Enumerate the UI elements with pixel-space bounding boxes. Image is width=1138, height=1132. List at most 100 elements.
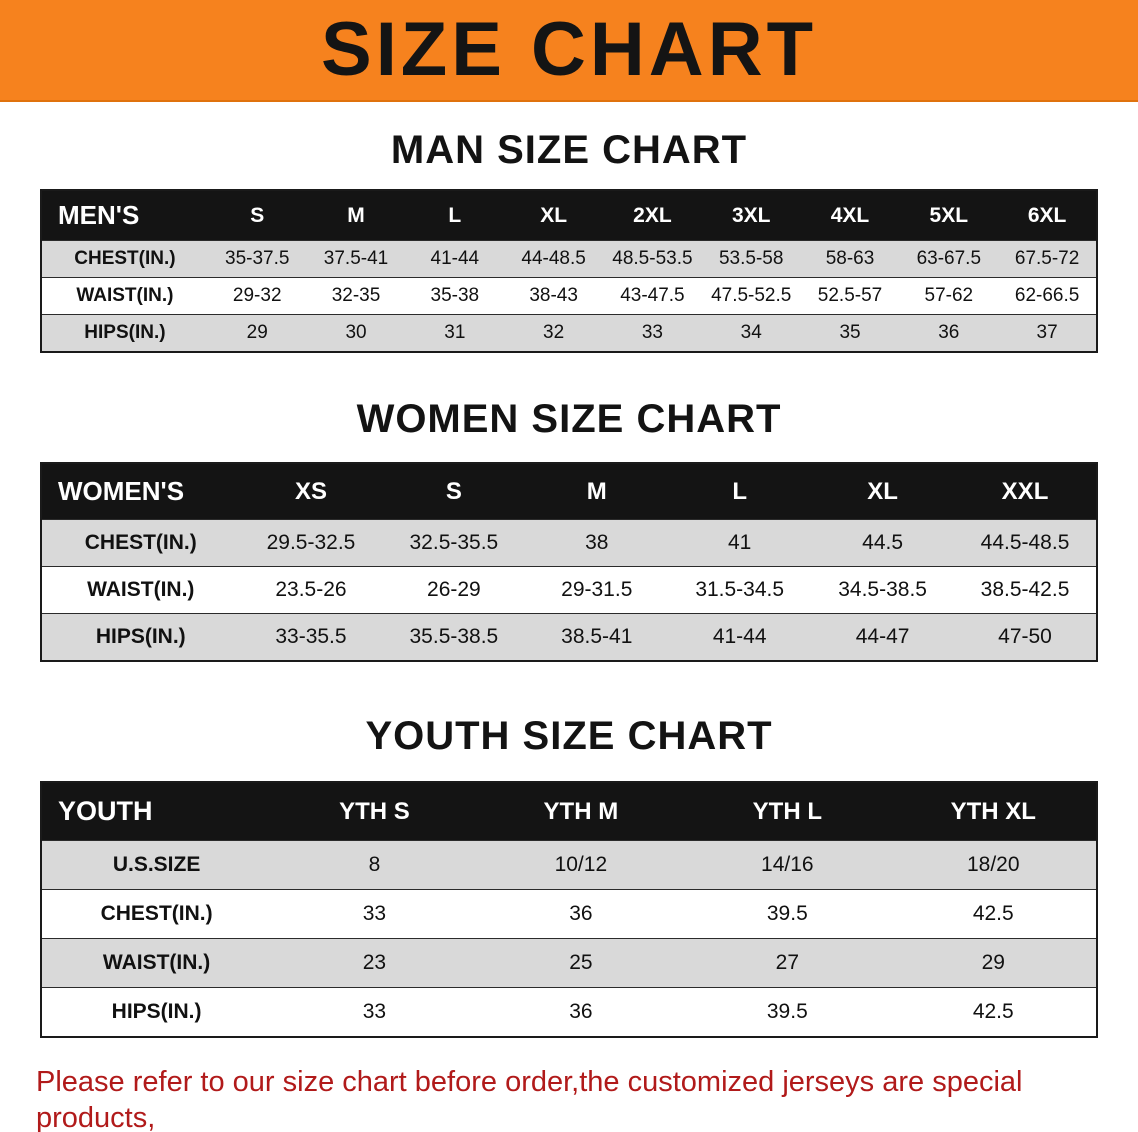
size-column-header: XS xyxy=(239,463,383,520)
measurement-cell: 37 xyxy=(1036,322,1058,343)
table-row: HIPS(IN.) 33 36 39.5 42.5 xyxy=(41,987,1097,1037)
table-row: HIPS(IN.) 29 30 31 32 33 34 35 36 37 xyxy=(41,314,1097,352)
size-column-header: 5XL xyxy=(899,190,999,241)
size-column-header: M xyxy=(525,463,669,520)
women-size-chart-heading: WOMEN SIZE CHART xyxy=(356,397,782,441)
table-row: CHEST(IN.) 29.5-32.5 32.5-35.5 38 41 44.5 44.5… xyxy=(41,519,1097,567)
size-column-header: 2XL xyxy=(603,190,702,241)
measurement-cell: 42.5 xyxy=(972,902,1014,925)
measurement-cell: 67.5-72 xyxy=(1014,248,1080,269)
disclaimer: Please refer to our size chart before or… xyxy=(36,1064,1102,1132)
man-size-chart-heading: MAN SIZE CHART xyxy=(390,128,748,172)
measurement-cell: 33-35.5 xyxy=(275,625,347,648)
measurement-cell: 18/20 xyxy=(966,853,1020,876)
row-label: CHEST(IN.) xyxy=(84,531,197,554)
youth-size-table: YOUTH YTH S YTH M YTH L YTH XL U.S.SIZE 8 10/12… xyxy=(40,781,1098,1038)
table-row: WAIST(IN.) 23 25 27 29 xyxy=(41,938,1097,988)
table-row: WAIST(IN.) 29-32 32-35 35-38 38-43 43-47.5 47.… xyxy=(41,277,1097,315)
measurement-cell: 26-29 xyxy=(427,578,481,601)
measurement-cell: 35 xyxy=(839,322,861,343)
measurement-cell: 47.5-52.5 xyxy=(711,285,792,306)
measurement-cell: 25 xyxy=(569,951,593,974)
measurement-cell: 41 xyxy=(728,531,752,554)
header-row: MEN'S S M L XL 2XL 3XL 4XL 5XL 6XL xyxy=(41,190,1097,241)
row-label: CHEST(IN.) xyxy=(100,902,213,925)
size-column-header: XL xyxy=(811,463,955,520)
measurement-cell: 47-50 xyxy=(998,625,1052,648)
measurement-cell: 41-44 xyxy=(712,625,767,648)
measurement-cell: 38 xyxy=(585,531,609,554)
measurement-cell: 39.5 xyxy=(766,1000,808,1023)
measurement-cell: 44.5-48.5 xyxy=(980,531,1070,554)
measurement-cell: 31.5-34.5 xyxy=(695,578,785,601)
table-row: HIPS(IN.) 33-35.5 35.5-38.5 38.5-41 41-44 44-… xyxy=(41,613,1097,661)
measurement-cell: 35-38 xyxy=(430,285,480,306)
table-title-cell: WOMEN'S xyxy=(41,463,240,520)
size-column-header: YTH S xyxy=(271,782,478,841)
measurement-cell: 37.5-41 xyxy=(323,248,389,269)
measurement-cell: 52.5-57 xyxy=(817,285,883,306)
size-column-header: XL xyxy=(504,190,604,241)
size-column-header: YTH M xyxy=(477,782,685,841)
measurement-cell: 41-44 xyxy=(430,248,480,269)
measurement-cell: 38.5-42.5 xyxy=(980,578,1070,601)
measurement-cell: 29.5-32.5 xyxy=(266,531,356,554)
measurement-cell: 38.5-41 xyxy=(561,625,633,648)
size-column-header: XXL xyxy=(954,463,1097,520)
measurement-cell: 10/12 xyxy=(554,853,608,876)
header-row: YOUTH YTH S YTH M YTH L YTH XL xyxy=(41,782,1097,841)
row-label: HIPS(IN.) xyxy=(111,1000,202,1023)
measurement-cell: 42.5 xyxy=(972,1000,1014,1023)
measurement-cell: 8 xyxy=(368,853,381,876)
measurement-cell: 36 xyxy=(569,902,593,925)
measurement-cell: 48.5-53.5 xyxy=(612,248,693,269)
size-column-header: M xyxy=(306,190,406,241)
size-column-header: 6XL xyxy=(998,190,1097,241)
table-title-cell: MEN'S xyxy=(41,190,208,241)
measurement-cell: 32-35 xyxy=(331,285,381,306)
measurement-cell: 27 xyxy=(775,951,799,974)
table-row: U.S.SIZE 8 10/12 14/16 18/20 xyxy=(41,840,1097,890)
measurement-cell: 29 xyxy=(981,951,1005,974)
row-label: WAIST(IN.) xyxy=(102,951,211,974)
size-chart-banner: SIZE CHART xyxy=(0,0,1138,102)
banner-title: SIZE CHART xyxy=(321,7,817,92)
measurement-cell: 44-47 xyxy=(855,625,910,648)
disclaimer-line-1: Please refer to our size chart before or… xyxy=(36,1066,1023,1132)
measurement-cell: 23 xyxy=(362,951,387,974)
youth-size-chart-heading: YOUTH SIZE CHART xyxy=(365,714,773,758)
measurement-cell: 35-37.5 xyxy=(225,248,290,269)
measurement-cell: 39.5 xyxy=(766,902,808,925)
size-column-header: S xyxy=(207,190,307,241)
measurement-cell: 44.5 xyxy=(862,531,904,554)
row-label: CHEST(IN.) xyxy=(74,248,176,269)
measurement-cell: 30 xyxy=(345,322,367,343)
measurement-cell: 33 xyxy=(641,322,663,343)
size-column-header: 4XL xyxy=(800,190,900,241)
measurement-cell: 33 xyxy=(362,1000,387,1023)
measurement-cell: 34 xyxy=(740,322,762,343)
measurement-cell: 29-32 xyxy=(232,285,282,306)
row-label: HIPS(IN.) xyxy=(95,625,186,648)
measurement-cell: 33 xyxy=(362,902,387,925)
size-column-header: S xyxy=(382,463,526,520)
row-label: WAIST(IN.) xyxy=(76,285,174,306)
measurement-cell: 43-47.5 xyxy=(620,285,685,306)
measurement-cell: 23.5-26 xyxy=(275,578,347,601)
measurement-cell: 53.5-58 xyxy=(718,248,784,269)
size-column-header: YTH XL xyxy=(890,782,1097,841)
size-column-header: 3XL xyxy=(701,190,801,241)
measurement-cell: 38-43 xyxy=(529,285,578,306)
measurement-cell: 32.5-35.5 xyxy=(409,531,499,554)
measurement-cell: 32 xyxy=(543,322,565,343)
measurement-cell: 29 xyxy=(246,322,268,343)
measurement-cell: 36 xyxy=(569,1000,593,1023)
size-column-header: L xyxy=(405,190,505,241)
measurement-cell: 36 xyxy=(938,322,960,343)
table-row: CHEST(IN.) 33 36 39.5 42.5 xyxy=(41,889,1097,939)
measurement-cell: 35.5-38.5 xyxy=(409,625,499,648)
measurement-cell: 44-48.5 xyxy=(521,248,586,269)
size-column-header: YTH L xyxy=(684,782,891,841)
measurement-cell: 58-63 xyxy=(825,248,875,269)
